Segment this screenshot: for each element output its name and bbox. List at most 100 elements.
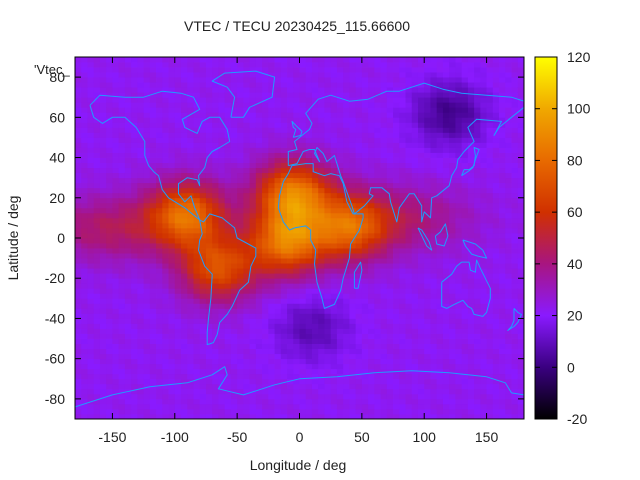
heatmap-cell: [87, 263, 95, 269]
heatmap-cell: [93, 102, 101, 108]
heatmap-cell: [417, 333, 425, 339]
heatmap-cell: [318, 323, 325, 329]
heatmap-cell: [87, 182, 95, 189]
heatmap-cell: [467, 328, 475, 334]
heatmap-cell: [87, 323, 95, 329]
heatmap-cell: [162, 172, 169, 179]
heatmap-cell: [299, 222, 307, 229]
heatmap-cell: [93, 142, 101, 148]
heatmap-cell: [386, 383, 394, 390]
heatmap-cell: [255, 378, 263, 385]
heatmap-cell: [461, 92, 469, 98]
heatmap-cell: [318, 177, 325, 184]
heatmap-cell: [149, 112, 157, 118]
heatmap-cell: [449, 288, 456, 294]
heatmap-cell: [143, 258, 151, 264]
heatmap-cell: [118, 268, 126, 274]
heatmap-cell: [430, 338, 438, 344]
heatmap-cell: [262, 187, 269, 194]
heatmap-cell: [368, 288, 375, 294]
heatmap-cell: [436, 338, 444, 344]
heatmap-cell: [274, 353, 282, 360]
heatmap-cell: [368, 197, 375, 204]
heatmap-cell: [330, 248, 338, 254]
heatmap-cell: [237, 72, 244, 78]
heatmap-cell: [330, 87, 338, 93]
heatmap-cell: [162, 92, 169, 98]
heatmap-cell: [187, 318, 194, 324]
heatmap-cell: [311, 243, 319, 249]
heatmap-cell: [505, 353, 512, 360]
heatmap-cell: [131, 172, 138, 179]
heatmap-cell: [318, 182, 325, 189]
heatmap-cell: [461, 207, 469, 214]
heatmap-cell: [137, 147, 144, 153]
heatmap-cell: [212, 363, 219, 370]
heatmap-cell: [492, 393, 500, 400]
heatmap-cell: [99, 232, 107, 239]
heatmap-cell: [318, 212, 325, 219]
heatmap-cell: [280, 348, 288, 355]
heatmap-cell: [156, 132, 163, 138]
heatmap-cell: [137, 142, 144, 148]
heatmap-cell: [474, 318, 481, 324]
heatmap-cell: [499, 393, 506, 400]
heatmap-cell: [181, 263, 188, 269]
heatmap-cell: [112, 117, 120, 123]
heatmap-cell: [118, 217, 126, 224]
heatmap-cell: [449, 373, 456, 380]
heatmap-cell: [75, 182, 82, 189]
heatmap-cell: [386, 253, 394, 259]
heatmap-cell: [262, 308, 269, 314]
heatmap-cell: [181, 172, 188, 179]
heatmap-cell: [143, 102, 151, 108]
heatmap-cell: [368, 328, 375, 334]
heatmap-cell: [137, 202, 144, 209]
heatmap-cell: [405, 288, 413, 294]
heatmap-cell: [75, 232, 82, 239]
heatmap-cell: [442, 303, 450, 309]
heatmap-cell: [492, 172, 500, 179]
heatmap-cell: [131, 132, 138, 138]
heatmap-cell: [149, 318, 157, 324]
heatmap-cell: [455, 72, 463, 78]
heatmap-cell: [193, 172, 201, 179]
heatmap-cell: [106, 157, 113, 163]
heatmap-cell: [336, 137, 344, 143]
heatmap-cell: [361, 212, 369, 219]
heatmap-cell: [193, 298, 201, 304]
heatmap-cell: [174, 212, 182, 219]
heatmap-cell: [417, 378, 425, 385]
heatmap-cell: [349, 368, 357, 375]
heatmap-cell: [212, 333, 219, 339]
heatmap-cell: [199, 398, 207, 405]
heatmap-cell: [255, 132, 263, 138]
heatmap-cell: [199, 338, 207, 344]
heatmap-cell: [280, 273, 288, 279]
heatmap-cell: [318, 368, 325, 375]
heatmap-cell: [230, 328, 238, 334]
heatmap-cell: [336, 92, 344, 98]
heatmap-cell: [349, 127, 357, 133]
heatmap-cell: [380, 388, 388, 395]
heatmap-cell: [287, 132, 294, 138]
heatmap-cell: [174, 253, 182, 259]
heatmap-cell: [112, 273, 120, 279]
heatmap-cell: [199, 162, 207, 169]
heatmap-cell: [187, 348, 194, 355]
heatmap-cell: [112, 373, 120, 380]
heatmap-cell: [293, 248, 300, 254]
heatmap-cell: [380, 413, 388, 419]
heatmap-cell: [424, 122, 431, 128]
heatmap-cell: [168, 62, 176, 68]
heatmap-cell: [486, 313, 494, 319]
heatmap-cell: [324, 102, 332, 108]
heatmap-cell: [199, 408, 207, 415]
heatmap-cell: [467, 298, 475, 304]
heatmap-cell: [430, 77, 438, 83]
heatmap-cell: [205, 373, 213, 380]
heatmap-cell: [368, 338, 375, 344]
heatmap-cell: [93, 388, 101, 395]
heatmap-cell: [224, 373, 232, 380]
heatmap-cell: [492, 137, 500, 143]
